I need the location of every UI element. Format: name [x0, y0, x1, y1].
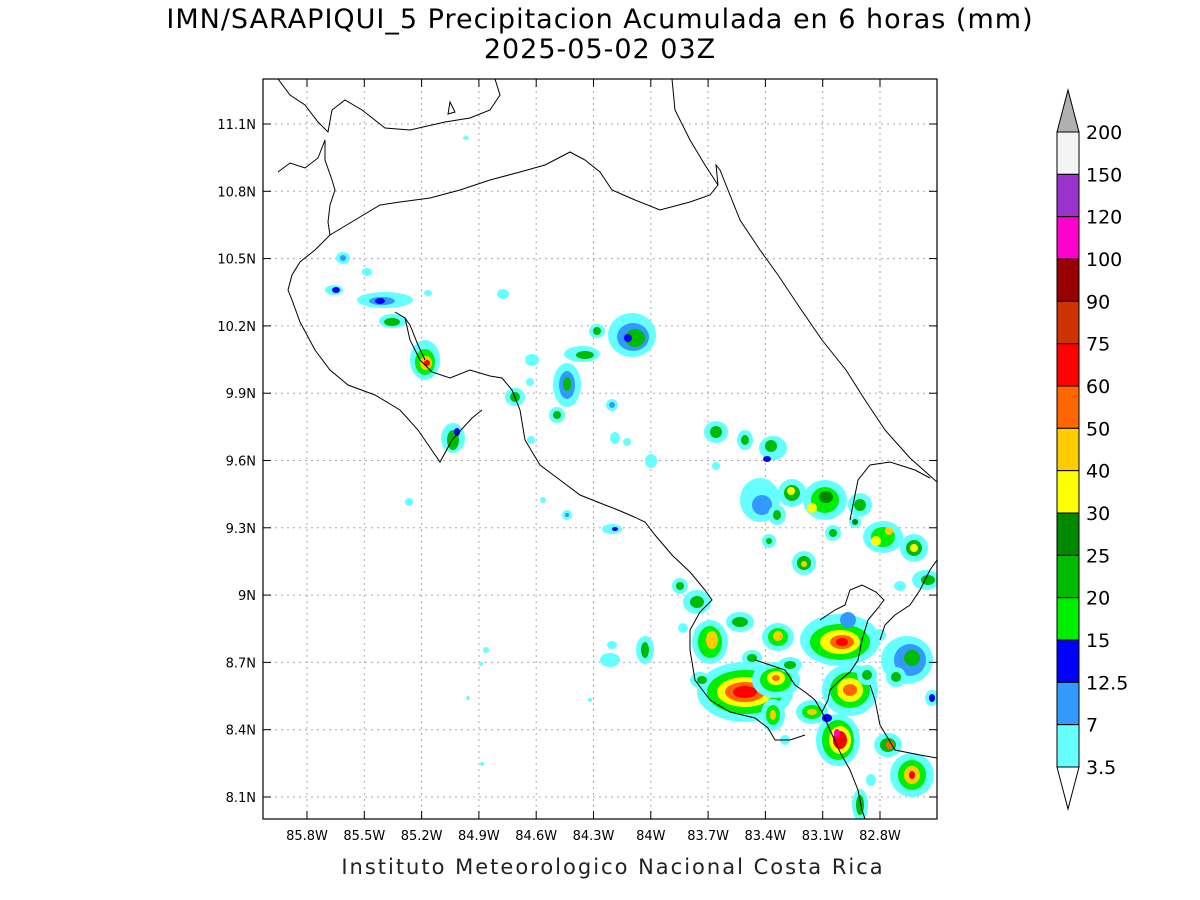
legend-over-triangle: [1056, 88, 1080, 133]
lon-tick-label: 83.4W: [744, 829, 786, 844]
legend-swatch: [1056, 554, 1080, 599]
legend-swatch: [1056, 427, 1080, 472]
legend-label: 50: [1086, 418, 1110, 440]
lon-tick-label: 85.2W: [401, 829, 443, 844]
map-title: IMN/SARAPIQUI_5 Precipitacion Acumulada …: [166, 4, 1034, 35]
legend-under-triangle: [1056, 766, 1080, 811]
lon-tick-label: 83.1W: [802, 829, 844, 844]
legend-swatch: [1056, 385, 1080, 429]
precipitation-field: [325, 136, 937, 819]
legend-label: 12.5: [1086, 672, 1128, 694]
legend-swatch: [1056, 681, 1080, 726]
legend-swatch: [1056, 300, 1080, 345]
legend-label: 20: [1086, 588, 1110, 610]
legend-label: 75: [1086, 334, 1110, 356]
lat-tick-label: 9.3N: [226, 522, 256, 537]
lat-tick-label: 9.6N: [226, 455, 256, 470]
map-subtitle-date: 2025-05-02 03Z: [483, 34, 717, 65]
legend-label: 7: [1086, 715, 1098, 737]
lat-tick-label: 8.1N: [226, 791, 256, 806]
legend-label: 120: [1086, 207, 1122, 229]
footer-credit: Instituto Meteorologico Nacional Costa R…: [341, 855, 885, 879]
legend-label: 25: [1086, 545, 1110, 567]
legend-swatch: [1056, 724, 1080, 768]
legend-swatch: [1056, 639, 1080, 683]
lat-tick-label: 10.2N: [217, 320, 256, 335]
lon-tick-label: 84W: [636, 829, 666, 844]
lon-tick-label: 84.9W: [458, 829, 500, 844]
lon-tick-label: 82.8W: [859, 829, 901, 844]
lat-tick-label: 11.1N: [217, 118, 256, 133]
legend-label: 30: [1086, 503, 1110, 525]
legend-swatch: [1056, 258, 1080, 302]
legend-swatch: [1056, 512, 1080, 556]
legend-swatch: [1056, 173, 1080, 218]
legend-label: 15: [1086, 630, 1110, 652]
legend-label: 40: [1086, 461, 1110, 483]
legend-label: 100: [1086, 249, 1122, 271]
legend-swatch: [1056, 343, 1080, 387]
color-legend: 200 150 120 100 90 75 60 50 40 30 25 20 15 12.5 7 3.5: [1056, 88, 1128, 811]
lon-tick-label: 83.7W: [687, 829, 729, 844]
lat-tick-label: 10.8N: [217, 185, 256, 200]
lon-tick-label: 84.3W: [573, 829, 615, 844]
lat-tick-label: 8.7N: [226, 656, 256, 671]
lat-tick-label: 8.4N: [226, 724, 256, 739]
lon-tick-label: 84.6W: [515, 829, 557, 844]
legend-label: 200: [1086, 122, 1122, 144]
legend-swatch: [1056, 131, 1080, 175]
legend-label: 90: [1086, 291, 1110, 313]
lat-tick-label: 9N: [238, 589, 256, 604]
legend-label: 60: [1086, 376, 1110, 398]
map-grid: [263, 79, 937, 819]
legend-label: 150: [1086, 164, 1122, 186]
legend-label: 3.5: [1086, 757, 1116, 779]
lon-tick-label: 85.8W: [286, 829, 328, 844]
lat-tick-label: 9.9N: [226, 387, 256, 402]
coastlines: [277, 79, 937, 819]
legend-swatch: [1056, 216, 1080, 260]
lon-tick-label: 85.5W: [343, 829, 385, 844]
plot-frame: [262, 78, 938, 820]
map-axes: 85.8W 85.5W 85.2W 84.9W 84.6W 84.3W 84W 83.7W 83…: [217, 79, 937, 844]
legend-swatch: [1056, 470, 1080, 514]
lat-tick-label: 10.5N: [217, 253, 256, 268]
legend-swatch: [1056, 597, 1080, 641]
